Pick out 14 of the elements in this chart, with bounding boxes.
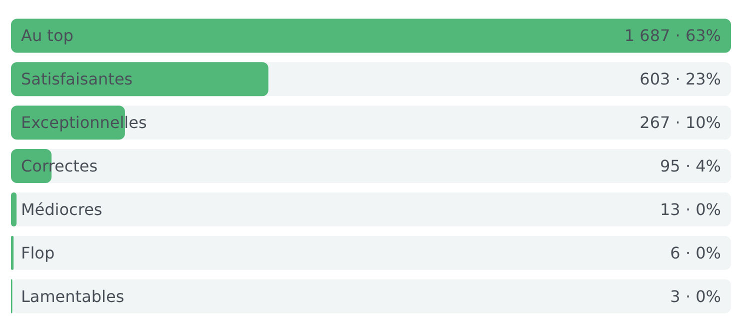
y-tick-label: Flop <box>21 243 55 262</box>
y-tick-label: Lamentables <box>21 286 124 306</box>
y-tick-label: Médiocres <box>21 200 102 219</box>
data-label: 6 · 0% <box>670 243 721 262</box>
y-tick-label: Satisfaisantes <box>21 70 133 89</box>
bar <box>11 192 17 226</box>
data-label: 3 · 0% <box>670 286 721 306</box>
data-label: 603 · 23% <box>640 70 721 89</box>
data-label: 1 687 · 63% <box>624 26 721 46</box>
y-tick-label: Au top <box>21 26 74 46</box>
data-label: 13 · 0% <box>660 200 721 219</box>
data-label: 95 · 4% <box>660 156 721 176</box>
bar <box>11 236 14 270</box>
data-label: 267 · 10% <box>640 113 721 132</box>
